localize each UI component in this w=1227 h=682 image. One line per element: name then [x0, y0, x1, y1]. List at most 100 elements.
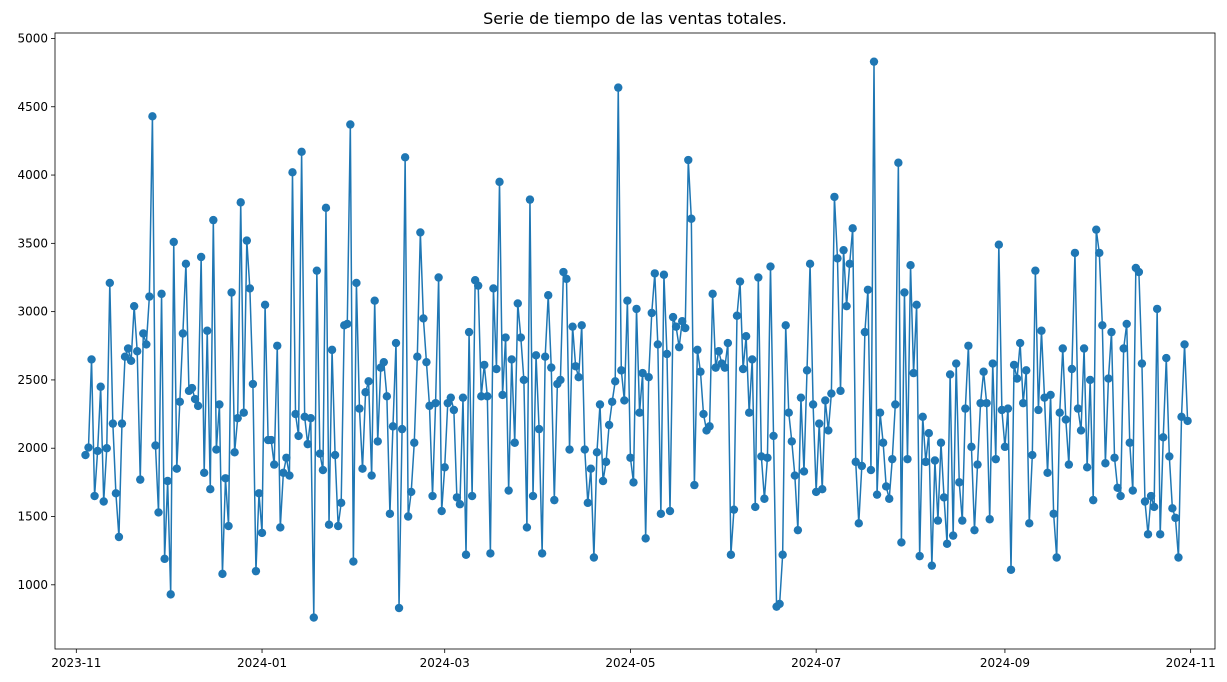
data-point	[1146, 491, 1156, 501]
data-point	[422, 357, 431, 367]
data-point	[1037, 326, 1046, 335]
data-point	[379, 357, 389, 367]
data-point	[434, 273, 443, 282]
data-point	[239, 408, 248, 417]
data-point	[324, 520, 334, 529]
data-point	[172, 464, 181, 473]
data-point	[321, 203, 331, 213]
data-point	[796, 393, 806, 402]
data-point	[1095, 248, 1104, 258]
data-point	[123, 344, 133, 353]
data-point	[1180, 340, 1189, 349]
data-point	[218, 569, 227, 579]
data-point	[111, 489, 121, 498]
data-point	[1128, 486, 1138, 495]
data-point	[970, 525, 979, 535]
data-point	[964, 341, 973, 350]
data-point	[364, 377, 373, 386]
data-point	[455, 500, 465, 509]
y-tick-label: 3500	[17, 236, 48, 250]
data-point	[714, 347, 723, 356]
data-point	[1043, 468, 1052, 477]
data-point	[1098, 321, 1107, 330]
data-point	[285, 471, 294, 480]
data-point	[860, 327, 870, 337]
data-point	[766, 262, 775, 271]
data-point	[1046, 390, 1055, 400]
data-point	[87, 355, 96, 364]
data-point	[309, 613, 318, 622]
x-tick-label: 2024-09	[980, 656, 1030, 670]
data-point	[1055, 408, 1064, 417]
data-point	[373, 437, 382, 446]
data-point	[117, 419, 127, 428]
data-point	[565, 445, 574, 454]
data-point	[178, 329, 188, 338]
data-point	[1122, 319, 1131, 329]
x-tick-label: 2024-05	[605, 656, 655, 670]
data-point	[918, 412, 927, 421]
data-point	[385, 509, 395, 518]
data-point	[671, 322, 681, 331]
data-point	[403, 512, 413, 521]
data-point	[598, 476, 608, 486]
data-point	[900, 288, 909, 297]
y-tick-label: 1500	[17, 510, 48, 524]
data-point	[674, 342, 684, 352]
data-point	[897, 538, 906, 547]
data-point	[955, 478, 964, 487]
data-point	[1009, 360, 1019, 370]
data-point	[1137, 359, 1147, 368]
y-tick-label: 2000	[17, 441, 48, 455]
data-point	[276, 523, 285, 532]
data-point	[458, 393, 468, 402]
data-point	[936, 438, 946, 447]
data-markers	[81, 57, 1192, 622]
data-point	[784, 408, 793, 417]
data-point	[346, 120, 355, 129]
chart-title: Serie de tiempo de las ventas totales.	[483, 9, 787, 28]
data-point	[629, 478, 638, 487]
data-point	[836, 386, 845, 396]
data-point	[1149, 502, 1159, 512]
data-point	[614, 83, 623, 92]
data-point	[681, 323, 690, 333]
data-point	[885, 494, 894, 503]
data-point	[930, 456, 940, 465]
data-point	[827, 389, 836, 398]
data-point	[611, 377, 620, 386]
data-point	[741, 332, 751, 341]
data-point	[638, 368, 647, 378]
data-point	[1079, 344, 1089, 353]
data-point	[583, 498, 593, 508]
data-point	[136, 475, 145, 484]
data-point	[394, 603, 404, 613]
data-point	[872, 490, 882, 499]
data-point	[909, 368, 918, 378]
y-tick-label: 4500	[17, 100, 48, 114]
data-point	[367, 471, 376, 480]
data-point	[1113, 483, 1122, 493]
data-point	[221, 474, 230, 483]
data-point	[416, 228, 425, 237]
data-point	[370, 296, 379, 305]
data-point	[659, 270, 669, 279]
data-point	[1116, 491, 1125, 501]
data-point	[562, 274, 571, 284]
data-point	[842, 301, 851, 311]
data-point	[495, 177, 504, 187]
y-tick-label: 5000	[17, 31, 48, 45]
x-tick-label: 2024-01	[237, 656, 287, 670]
data-point	[175, 397, 185, 406]
data-point	[620, 396, 629, 405]
data-point	[738, 364, 748, 374]
data-point	[815, 419, 824, 428]
data-point	[504, 486, 513, 495]
data-point	[84, 443, 93, 452]
data-point	[358, 464, 367, 473]
data-point	[1177, 412, 1186, 421]
x-tick-label: 2023-11	[51, 656, 101, 670]
data-point	[662, 349, 672, 359]
data-point	[687, 214, 696, 223]
